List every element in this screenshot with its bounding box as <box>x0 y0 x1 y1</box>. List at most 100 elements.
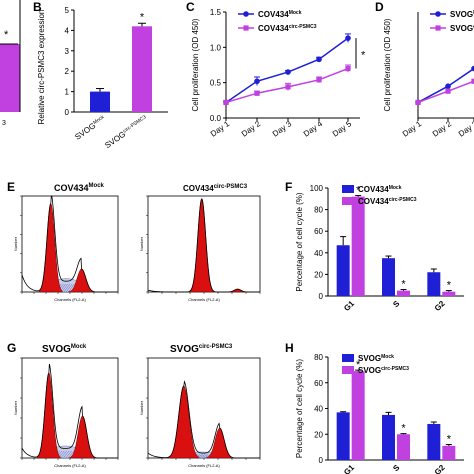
chart-c-legend-label: COV434Mock <box>258 10 302 19</box>
chart-c-point <box>316 56 322 63</box>
chart-b-ytick-label: 1 <box>65 88 70 97</box>
panel-label-g: G <box>7 341 16 355</box>
chart-d-point <box>471 78 474 84</box>
chart-c-point <box>254 78 260 85</box>
panel-a-fragment: * 3 <box>0 0 21 127</box>
chart-b-expression: 0 1 2 3 4 5 Relative circ-PSMC3 expression SVOG… <box>37 6 168 150</box>
chart-c-ytick-label: 0.0 <box>210 114 222 123</box>
chart-f-star: * <box>447 280 452 292</box>
chart-h-ytick-label: 40 <box>314 405 323 414</box>
chart-d-xtick-label: Day 2 <box>431 119 454 139</box>
chart-c-ytick-label: 0.5 <box>210 79 222 88</box>
chart-b-bar <box>132 26 152 112</box>
chart-d-legend-label: SVOGMock <box>450 10 474 19</box>
chart-b-ytick-label: 4 <box>65 26 70 35</box>
panel-label-h: H <box>285 341 294 355</box>
chart-d-legend-label: SVOGcirc-PSMC3 <box>450 24 474 33</box>
flow-frame <box>21 357 119 459</box>
flow-hatch-line <box>65 283 73 293</box>
panel-a-bar <box>0 44 20 112</box>
flow-hatch-line <box>199 454 206 459</box>
chart-c-point <box>345 65 351 72</box>
chart-b-bar <box>90 91 110 112</box>
chart-c-ylabel: Cell proliferation (OD 450) <box>191 18 200 111</box>
chart-f-legend-label: COV434circ-PSMC3 <box>358 197 417 206</box>
flow-y-axis-label: Number <box>13 400 18 415</box>
chart-h-bar <box>382 414 395 460</box>
chart-h-legend-label: SVOGcirc-PSMC3 <box>358 366 409 375</box>
chart-d-xtick-label: Day 1 <box>401 119 424 139</box>
flow-g1-peak <box>168 385 200 459</box>
chart-d-point <box>415 99 421 106</box>
flow-hatch-line <box>204 454 211 459</box>
flow-y-axis-label: Number <box>139 236 144 251</box>
chart-b-ylabel: Relative circ-PSMC3 expression <box>37 10 46 125</box>
chart-d-xtick-label: Day 3 <box>457 119 474 139</box>
chart-h-ytick-label: 20 <box>314 430 323 439</box>
flow-e-left-title: COV434Mock <box>54 183 105 193</box>
chart-d-point <box>471 65 474 72</box>
chart-c-xtick-label: Day 4 <box>302 119 325 139</box>
chart-f-bar <box>382 258 395 296</box>
panel-label-b: B <box>33 0 42 14</box>
chart-f-bar <box>427 272 441 296</box>
chart-c-point <box>223 99 229 106</box>
chart-c-proliferation: 0.0 0.5 1.0 1.5 Cell proliferation (OD 450) D… <box>191 8 366 139</box>
flow-hatch-line <box>61 283 68 293</box>
flow-x-axis-label: Channels (FL2-A) <box>54 297 86 302</box>
chart-h-ytick-label: 60 <box>314 379 323 388</box>
flow-envelope <box>21 363 118 459</box>
flow-e-right-title: COV434circ-PSMC3 <box>183 184 248 193</box>
flow-hatch-line <box>63 450 70 459</box>
chart-f-legend-swatch <box>342 185 354 193</box>
chart-h-star: * <box>356 359 361 371</box>
chart-f-xtick-label: G2 <box>433 299 447 313</box>
flow-hatch-line <box>63 283 71 293</box>
chart-h-xtick-label: G1 <box>342 463 356 474</box>
chart-c-point <box>345 35 351 41</box>
chart-f-bar <box>336 245 350 296</box>
flow-x-axis-label: Channels (FL2-A) <box>188 297 220 302</box>
chart-f-ytick-label: 60 <box>314 227 323 236</box>
chart-c-legend-label: COV434circ-PSMC3 <box>258 24 317 33</box>
flow-hatch-line <box>60 450 68 459</box>
chart-d-proliferation: Cell proliferation (OD 450) Day 1 Day 2 Day… <box>383 10 474 139</box>
flow-envelope <box>21 195 118 293</box>
chart-c-xtick-label: Day 2 <box>240 119 263 139</box>
chart-f-cell-cycle: 0 20 40 60 80 100 Percentage of cell cycle (%)… <box>295 184 464 313</box>
chart-c-point <box>285 69 291 75</box>
chart-d-point <box>445 88 451 94</box>
chart-b-ytick-label: 3 <box>65 47 70 56</box>
chart-b-xtick-label: SVOGcirc-PSMC3 <box>103 114 149 150</box>
chart-c-legend-marker <box>243 11 249 17</box>
chart-h-legend-swatch <box>342 366 354 374</box>
flow-x-axis-label: Channels (FL2-A) <box>188 463 220 468</box>
chart-f-ytick-label: 100 <box>310 184 324 193</box>
flow-x-axis-label: Channels (FL2-A) <box>54 463 86 468</box>
panel-label-c: C <box>186 0 195 14</box>
chart-c-point <box>254 90 260 96</box>
chart-c-point <box>316 77 322 83</box>
chart-f-xtick-label: G1 <box>342 299 356 313</box>
flow-g-right-title: SVOGcirc-PSMC3 <box>170 344 233 355</box>
chart-h-cell-cycle: 0 20 40 60 80 Percentage of cell cycle (%) * G1… <box>295 353 464 474</box>
flow-g-left-title: SVOGMock <box>42 344 87 355</box>
chart-h-bar <box>351 371 365 460</box>
chart-d-legend-marker <box>435 11 441 17</box>
chart-f-ytick-label: 80 <box>314 206 323 215</box>
chart-f-star: * <box>356 185 361 197</box>
chart-d-point <box>445 83 451 89</box>
panel-a-tick: 3 <box>2 120 6 127</box>
flow-frame <box>147 357 261 459</box>
flow-histogram-e-circ: Channels (FL2-A) Number <box>139 195 261 302</box>
chart-h-bar <box>427 423 441 460</box>
chart-c-xtick-label: Day 3 <box>271 119 294 139</box>
flow-hatch-line <box>68 283 75 293</box>
flow-g1-peak <box>189 198 214 293</box>
chart-f-ylabel: Percentage of cell cycle (%) <box>295 192 304 291</box>
flow-y-axis-label: Number <box>139 400 144 415</box>
chart-b-xtick-label: SVOGMock <box>73 114 107 142</box>
chart-f-ytick-label: 20 <box>314 270 323 279</box>
panel-label-d: D <box>375 0 384 14</box>
chart-f-bar <box>397 290 410 296</box>
